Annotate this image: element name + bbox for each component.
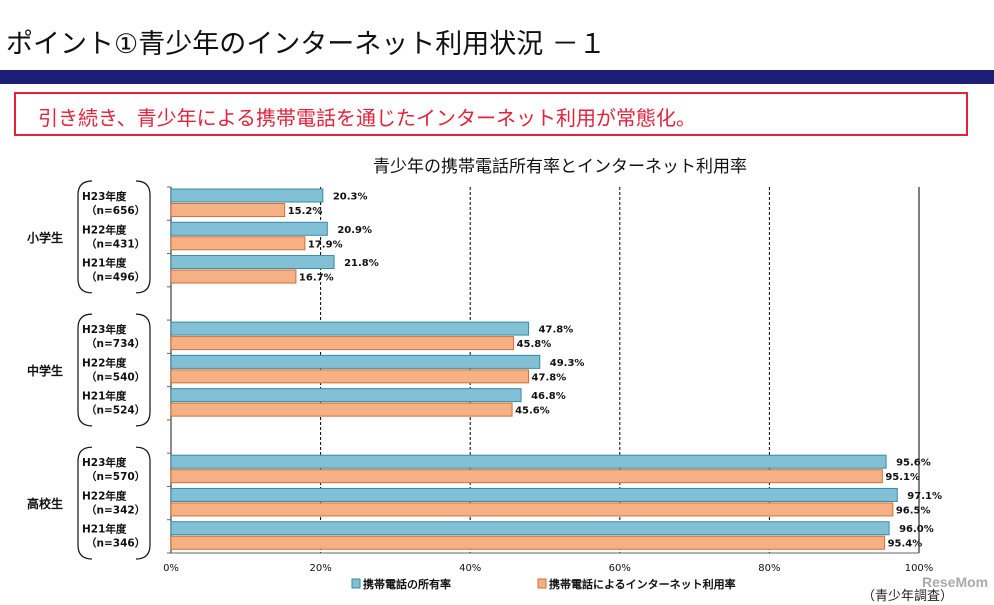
row-n-label: （n=524） bbox=[86, 404, 145, 417]
data-label: 97.1% bbox=[907, 491, 942, 502]
data-label: 47.8% bbox=[539, 325, 574, 336]
data-label: 17.9% bbox=[308, 239, 343, 250]
bar-internet bbox=[170, 336, 515, 351]
data-label: 21.8% bbox=[344, 258, 379, 269]
x-tick-label: 80% bbox=[758, 563, 780, 574]
bar-internet bbox=[170, 369, 530, 384]
bar-internet bbox=[170, 469, 883, 484]
row-n-label: （n=342） bbox=[86, 503, 145, 516]
bracket-left bbox=[77, 313, 93, 427]
bar-ownership bbox=[170, 188, 324, 203]
chart-title: 青少年の携帯電話所有率とインターネット利用率 bbox=[373, 157, 747, 177]
data-label: 96.0% bbox=[899, 524, 934, 535]
row-year-label: H23年度 bbox=[82, 190, 127, 203]
callout-text: 引き続き、青少年による携帯電話を通じたインターネット利用が常態化。 bbox=[38, 106, 696, 130]
data-label: 49.3% bbox=[550, 358, 585, 369]
row-year-label: H21年度 bbox=[82, 257, 127, 270]
row-year-label: H23年度 bbox=[82, 323, 127, 336]
bracket-right bbox=[135, 313, 151, 427]
bracket-left bbox=[77, 180, 93, 294]
bar-ownership bbox=[170, 388, 522, 403]
row-year-label: H23年度 bbox=[82, 456, 127, 469]
x-tick-label: 0% bbox=[163, 563, 179, 574]
bar-internet bbox=[170, 502, 894, 517]
bar-internet bbox=[170, 203, 286, 217]
bar-ownership bbox=[170, 521, 890, 536]
row-n-label: （n=496） bbox=[86, 271, 145, 284]
row-year-label: H22年度 bbox=[82, 489, 127, 502]
legend-label: 携帯電話の所有率 bbox=[363, 577, 451, 591]
data-label: 46.8% bbox=[531, 391, 566, 402]
row-n-label: （n=570） bbox=[86, 470, 145, 483]
group-label: 中学生 bbox=[27, 363, 63, 378]
bar-ownership bbox=[170, 454, 887, 469]
slide-title: ポイント①青少年のインターネット利用状況 －１ bbox=[6, 29, 606, 60]
bar-internet bbox=[170, 269, 297, 284]
row-n-label: （n=346） bbox=[86, 537, 145, 550]
source-note: （青少年調査） bbox=[862, 589, 954, 604]
x-tick-label: 100% bbox=[905, 563, 934, 574]
row-n-label: （n=656） bbox=[86, 204, 145, 217]
row-year-label: H22年度 bbox=[82, 223, 127, 236]
data-label: 15.2% bbox=[288, 206, 323, 217]
bar-ownership bbox=[170, 255, 335, 270]
resemom-logo: ReseMom bbox=[922, 574, 989, 590]
data-label: 95.1% bbox=[885, 472, 920, 483]
row-n-label: （n=431） bbox=[86, 237, 145, 250]
bar-ownership bbox=[170, 221, 328, 236]
bracket-right bbox=[135, 446, 151, 560]
row-n-label: （n=540） bbox=[86, 370, 145, 383]
data-label: 45.8% bbox=[517, 339, 552, 350]
data-label: 47.8% bbox=[532, 372, 567, 383]
data-label: 95.6% bbox=[896, 458, 931, 469]
x-tick-label: 20% bbox=[309, 563, 331, 574]
row-year-label: H21年度 bbox=[82, 390, 127, 403]
x-tick-label: 40% bbox=[459, 563, 481, 574]
bar-internet bbox=[170, 402, 513, 417]
data-label: 20.3% bbox=[333, 192, 368, 203]
callout-box: 引き続き、青少年による携帯電話を通じたインターネット利用が常態化。 bbox=[14, 92, 968, 136]
bracket-right bbox=[135, 180, 151, 294]
data-label: 96.5% bbox=[896, 505, 931, 516]
bar-ownership bbox=[170, 487, 898, 502]
legend-swatch-internet bbox=[537, 578, 547, 589]
title-underline-band bbox=[0, 70, 994, 84]
row-year-label: H22年度 bbox=[82, 356, 127, 369]
bar-internet bbox=[170, 236, 306, 251]
bracket-left bbox=[77, 446, 93, 560]
row-n-label: （n=734） bbox=[86, 337, 145, 350]
data-label: 16.7% bbox=[299, 273, 334, 284]
row-year-label: H21年度 bbox=[82, 523, 127, 536]
group-label: 小学生 bbox=[27, 230, 63, 245]
bar-internet bbox=[170, 535, 886, 550]
data-label: 45.6% bbox=[515, 406, 550, 417]
bar-ownership bbox=[170, 354, 541, 369]
legend-swatch-ownership bbox=[351, 578, 361, 589]
data-label: 95.4% bbox=[888, 539, 923, 550]
bar-ownership bbox=[170, 321, 530, 336]
legend-label: 携帯電話によるインターネット利用率 bbox=[549, 577, 736, 591]
data-label: 20.9% bbox=[337, 225, 372, 236]
group-label: 高校生 bbox=[27, 496, 63, 511]
x-tick-label: 60% bbox=[609, 563, 631, 574]
